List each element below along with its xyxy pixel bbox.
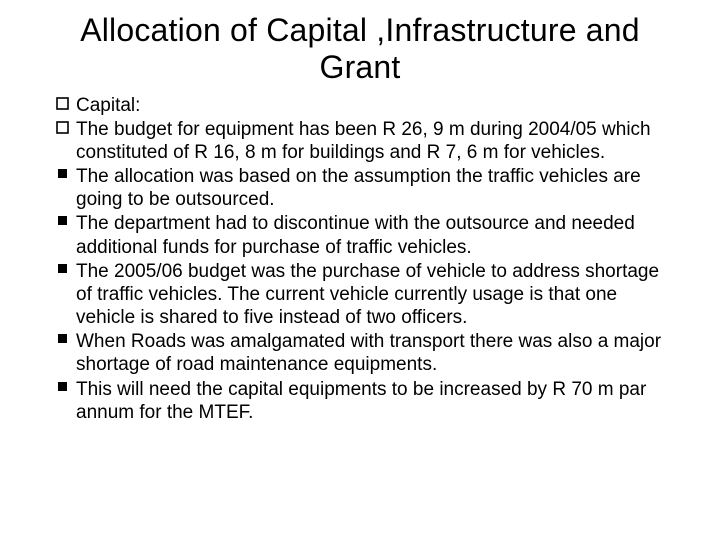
list-item-text: The allocation was based on the assumpti… [76,165,672,211]
list-item: When Roads was amalgamated with transpor… [48,330,672,376]
list-item: The allocation was based on the assumpti… [48,165,672,211]
slide-title: Allocation of Capital ,Infrastructure an… [48,12,672,86]
filled-square-icon [48,378,76,424]
list-item-text: The department had to discontinue with t… [76,212,672,258]
list-item: The department had to discontinue with t… [48,212,672,258]
hollow-square-icon [48,94,76,117]
filled-square-icon [48,165,76,211]
list-item-text: This will need the capital equipments to… [76,378,672,424]
bullet-list: Capital: The budget for equipment has be… [48,94,672,424]
list-item-text: The 2005/06 budget was the purchase of v… [76,260,672,330]
list-item: The budget for equipment has been R 26, … [48,118,672,164]
filled-square-icon [48,212,76,258]
list-item-text: Capital: [76,94,672,117]
filled-square-icon [48,330,76,376]
slide: Allocation of Capital ,Infrastructure an… [0,0,720,540]
hollow-square-icon [48,118,76,164]
list-item: The 2005/06 budget was the purchase of v… [48,260,672,330]
list-item-text: The budget for equipment has been R 26, … [76,118,672,164]
list-item: Capital: [48,94,672,117]
list-item: This will need the capital equipments to… [48,378,672,424]
list-item-text: When Roads was amalgamated with transpor… [76,330,672,376]
filled-square-icon [48,260,76,330]
